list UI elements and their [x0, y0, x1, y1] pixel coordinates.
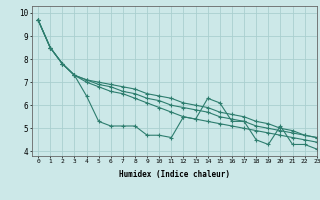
X-axis label: Humidex (Indice chaleur): Humidex (Indice chaleur) — [119, 170, 230, 179]
